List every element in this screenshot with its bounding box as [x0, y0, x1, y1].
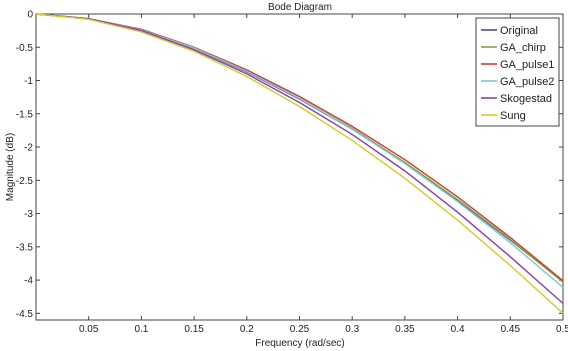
y-tick-label: 0 — [27, 10, 33, 21]
x-tick-label: 0.2 — [240, 324, 254, 335]
series-line-skogestad — [35, 13, 564, 304]
plot-area — [35, 13, 564, 321]
series-line-sung — [35, 13, 564, 314]
legend-label: GA_chirp — [500, 42, 546, 54]
y-tick-label: -3.5 — [16, 242, 34, 253]
legend: Original GA_chirp GA_pulse1 GA_pulse2 Skoges… — [475, 17, 560, 127]
x-tick-label: 0.05 — [79, 324, 99, 335]
y-tick-label: -0.5 — [16, 43, 34, 54]
y-tick-label: -1.5 — [16, 109, 34, 120]
x-tick-label: 0.1 — [134, 324, 148, 335]
y-tick-label: -1 — [24, 76, 33, 87]
legend-label: Sung — [500, 110, 526, 122]
x-tick-label: 0.25 — [290, 324, 310, 335]
chart-title: Bode Diagram — [268, 2, 332, 13]
axis-ticks: 0.05 0.1 0.15 0.2 0.25 0.3 0.35 0.4 0.45 0.5 0 -0.5… — [16, 10, 568, 336]
x-tick-label: 0.15 — [184, 324, 204, 335]
x-tick-label: 0.35 — [395, 324, 415, 335]
legend-label: Original — [500, 25, 538, 37]
x-tick-label: 0.45 — [501, 324, 521, 335]
legend-box — [475, 17, 560, 127]
legend-label: Skogestad — [500, 93, 552, 105]
y-tick-label: -2 — [24, 143, 33, 154]
y-tick-label: -4.5 — [16, 309, 34, 320]
y-tick-label: -4 — [24, 276, 33, 287]
y-tick-label: -3 — [24, 209, 33, 220]
x-tick-label: 0.5 — [556, 324, 568, 335]
x-tick-label: 0.4 — [451, 324, 465, 335]
y-axis-label: Magnitude (dB) — [5, 133, 16, 201]
legend-label: GA_pulse1 — [500, 59, 554, 71]
x-tick-label: 0.3 — [345, 324, 359, 335]
series-lines — [35, 13, 564, 314]
y-tick-label: -2.5 — [16, 176, 34, 187]
x-axis-label: Frequency (rad/sec) — [255, 338, 344, 349]
legend-label: GA_pulse2 — [500, 76, 554, 88]
